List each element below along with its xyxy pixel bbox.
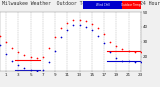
Point <box>11 60 14 62</box>
Point <box>103 34 105 35</box>
Text: Outdoor Temp: Outdoor Temp <box>121 3 141 7</box>
Point <box>121 60 124 62</box>
Point <box>5 41 7 42</box>
Point <box>42 56 44 57</box>
Point <box>11 47 14 48</box>
Point <box>109 41 112 42</box>
Point <box>5 53 7 54</box>
Point <box>97 35 99 37</box>
Point <box>84 26 87 28</box>
Point <box>17 65 20 66</box>
Text: Wind Chill: Wind Chill <box>96 3 109 7</box>
Point <box>60 37 63 38</box>
Text: Milwaukee Weather  Outdoor Temp. vs Wind Chill (24 Hours): Milwaukee Weather Outdoor Temp. vs Wind … <box>2 1 160 6</box>
Point <box>78 25 81 26</box>
Point <box>133 62 136 63</box>
Point <box>140 62 142 63</box>
Point <box>0 35 1 37</box>
Point <box>84 20 87 22</box>
Point <box>97 28 99 29</box>
Point <box>133 51 136 53</box>
Point <box>36 57 38 59</box>
Point <box>29 69 32 71</box>
Point <box>121 48 124 50</box>
Point <box>0 44 1 45</box>
Point <box>54 37 56 38</box>
Point <box>36 71 38 72</box>
Point <box>91 23 93 25</box>
Point <box>72 25 75 26</box>
Point <box>115 46 118 47</box>
Point <box>29 56 32 57</box>
Point <box>48 62 50 63</box>
Point <box>60 28 63 29</box>
Point <box>78 19 81 20</box>
Point <box>17 51 20 53</box>
Point <box>48 47 50 48</box>
Point <box>127 60 130 62</box>
Point <box>54 50 56 51</box>
Point <box>115 57 118 59</box>
Point <box>72 19 75 20</box>
Point <box>23 54 26 56</box>
Point <box>109 51 112 53</box>
Point <box>127 50 130 51</box>
Point <box>23 68 26 69</box>
Point <box>66 29 69 31</box>
Point <box>103 43 105 44</box>
Point <box>66 22 69 23</box>
Point <box>91 29 93 31</box>
Point <box>140 51 142 53</box>
Point <box>42 69 44 71</box>
